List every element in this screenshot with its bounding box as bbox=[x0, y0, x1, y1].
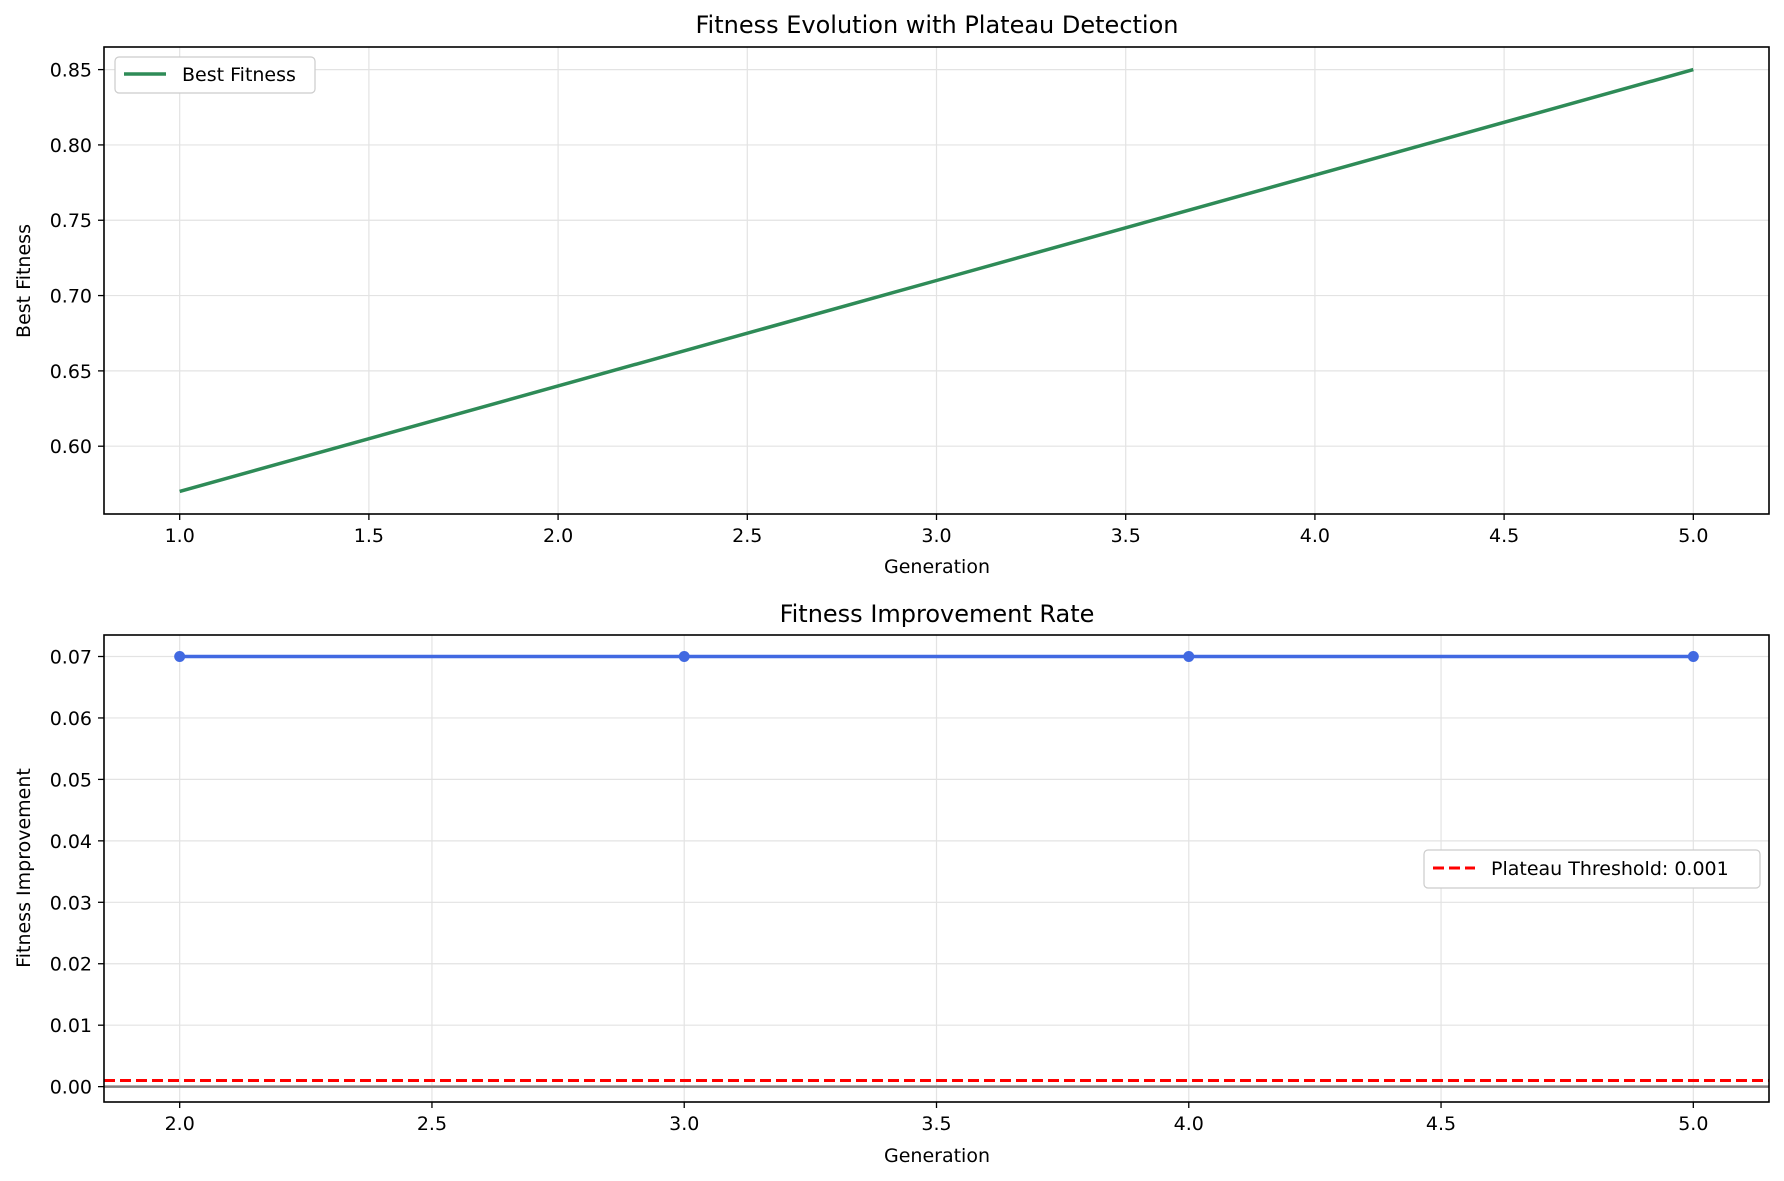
chart-1-series bbox=[179, 67, 1694, 494]
chart-1-ticks: 1.0 1.5 2.0 2.5 3.0 3.5 4.0 4.5 5.0 0.60 0.65 0.70 0… bbox=[50, 60, 1709, 547]
chart-2-series bbox=[104, 651, 1769, 1088]
chart-2-y-tick-label: 0.04 bbox=[50, 831, 92, 853]
chart-1-title: Fitness Evolution with Plateau Detection bbox=[696, 11, 1179, 39]
chart-2-y-tick-label: 0.07 bbox=[50, 647, 92, 669]
chart-1-legend-label: Best Fitness bbox=[182, 64, 296, 86]
chart-2-x-axis-label: Generation bbox=[884, 1145, 990, 1167]
chart-1-y-tick-label: 0.75 bbox=[50, 210, 92, 232]
chart-1-x-tick-label: 1.5 bbox=[354, 525, 384, 547]
chart-1-y-tick-label: 0.60 bbox=[50, 436, 92, 458]
chart-2-y-tick-label: 0.03 bbox=[50, 892, 92, 914]
chart-2-series-1-point bbox=[1183, 651, 1195, 663]
chart-1-legend-box bbox=[114, 56, 316, 94]
chart-1-series-1-line bbox=[179, 67, 1694, 494]
chart-1-x-tick-label: 5.0 bbox=[1678, 525, 1708, 547]
chart-2-x-tick-label: 3.5 bbox=[921, 1113, 951, 1135]
chart-2-y-tick-label: 0.06 bbox=[50, 708, 92, 730]
chart-2-x-tick-label: 4.5 bbox=[1426, 1113, 1456, 1135]
chart-2-grid bbox=[104, 635, 1769, 1102]
chart-2-series-1-point bbox=[174, 651, 186, 663]
chart-1-x-axis-label: Generation bbox=[884, 556, 990, 578]
chart-2-y-tick-label: 0.05 bbox=[50, 769, 92, 791]
chart-1-x-tick-label: 3.5 bbox=[1111, 525, 1141, 547]
chart-1-y-tick-label: 0.65 bbox=[50, 361, 92, 383]
chart-1: Fitness Evolution with Plateau Detection… bbox=[13, 11, 1770, 578]
chart-1-x-tick-label: 1.0 bbox=[165, 525, 195, 547]
chart-1-x-tick-label: 2.5 bbox=[732, 525, 762, 547]
chart-2-x-tick-label: 5.0 bbox=[1678, 1113, 1708, 1135]
chart-2-series-1-point bbox=[1687, 651, 1699, 663]
chart-1-x-tick-label: 2.0 bbox=[543, 525, 573, 547]
chart-2: Fitness Improvement Rate 2.0 2.5 3.0 3.5 4.0… bbox=[13, 600, 1770, 1167]
chart-2-legend-label: Plateau Threshold: 0.001 bbox=[1491, 858, 1729, 880]
chart-2-y-tick-label: 0.02 bbox=[50, 954, 92, 976]
chart-2-x-tick-label: 4.0 bbox=[1174, 1113, 1204, 1135]
chart-2-y-tick-label: 0.01 bbox=[50, 1015, 92, 1037]
chart-2-legend: Plateau Threshold: 0.001 bbox=[1423, 849, 1761, 889]
chart-1-grid bbox=[104, 47, 1769, 514]
chart-2-legend-box bbox=[1423, 849, 1761, 889]
chart-2-title: Fitness Improvement Rate bbox=[780, 600, 1095, 628]
chart-2-ticks: 2.0 2.5 3.0 3.5 4.0 4.5 5.0 0.00 0.01 0.02 0.03 0.0… bbox=[50, 647, 1709, 1135]
chart-2-x-tick-label: 2.5 bbox=[417, 1113, 447, 1135]
chart-1-y-tick-label: 0.80 bbox=[50, 135, 92, 157]
chart-1-y-tick-label: 0.85 bbox=[50, 60, 92, 82]
chart-1-x-tick-label: 3.0 bbox=[921, 525, 951, 547]
chart-1-x-tick-label: 4.0 bbox=[1300, 525, 1330, 547]
chart-1-y-axis-label: Best Fitness bbox=[13, 224, 35, 338]
chart-2-series-1-point bbox=[678, 651, 690, 663]
chart-2-x-tick-label: 3.0 bbox=[669, 1113, 699, 1135]
chart-1-y-tick-label: 0.70 bbox=[50, 286, 92, 308]
chart-2-y-axis-label: Fitness Improvement bbox=[13, 768, 35, 968]
chart-1-x-tick-label: 4.5 bbox=[1489, 525, 1519, 547]
chart-2-x-tick-label: 2.0 bbox=[165, 1113, 195, 1135]
chart-1-legend: Best Fitness bbox=[114, 56, 316, 94]
chart-2-y-tick-label: 0.00 bbox=[50, 1077, 92, 1099]
